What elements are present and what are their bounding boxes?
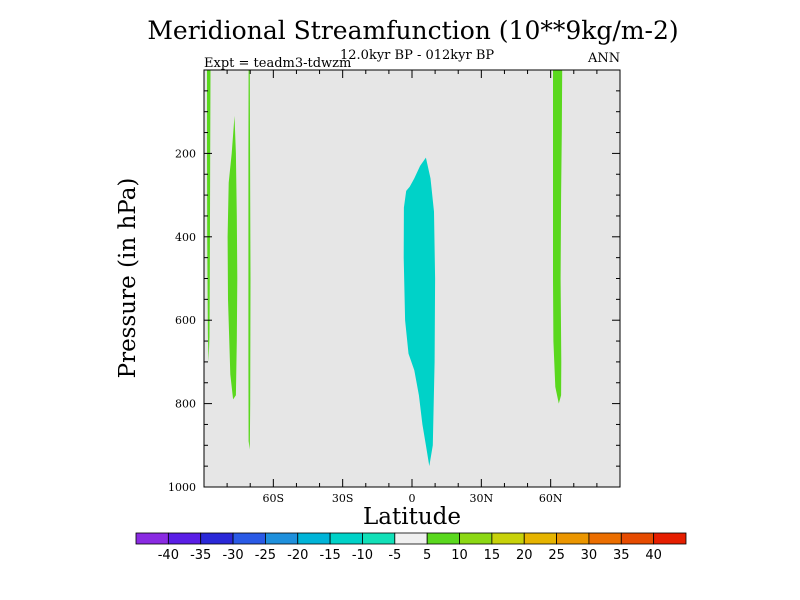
colorbar-segment — [329, 532, 363, 545]
colorbar-segment — [491, 532, 525, 545]
colorbar-label: 20 — [516, 548, 533, 563]
colorbar-label: -20 — [287, 548, 308, 563]
colorbar-segment — [362, 532, 396, 545]
y-tick-label: 1000 — [168, 481, 196, 494]
y-tick-label: 200 — [175, 147, 196, 160]
colorbar-segment — [588, 532, 622, 545]
colorbar-segment — [459, 532, 493, 545]
colorbar-label: 15 — [484, 548, 501, 563]
x-tick-label: 30N — [470, 492, 494, 505]
colorbar-segment — [620, 532, 655, 545]
colorbar-label: 35 — [613, 548, 630, 563]
contour-region-5 — [553, 70, 563, 404]
colorbar-segment — [394, 532, 428, 545]
colorbar-label: 40 — [645, 548, 662, 563]
colorbar-segment — [200, 532, 234, 545]
colorbar-label: 10 — [451, 548, 468, 563]
colorbar-segment — [653, 532, 687, 545]
y-tick-label: 600 — [175, 314, 196, 327]
y-tick-label: 400 — [175, 231, 196, 244]
colorbar-label: -40 — [158, 548, 179, 563]
colorbar-segment — [135, 532, 169, 545]
chart-title: Meridional Streamfunction (10**9kg/m-2) — [147, 16, 679, 45]
colorbar-segment — [265, 532, 299, 545]
colorbar-label: 30 — [581, 548, 598, 563]
chart-subtitle: 12.0kyr BP - 012kyr BP — [340, 48, 495, 63]
colorbar-segment — [297, 532, 331, 545]
colorbar-label: 5 — [423, 548, 431, 563]
experiment-label: Expt = teadm3-tdwzm — [204, 56, 352, 71]
colorbar-label: -35 — [190, 548, 211, 563]
colorbar-segment — [556, 532, 590, 545]
colorbar-label: 25 — [548, 548, 565, 563]
colorbar-segment — [426, 532, 460, 545]
y-tick-label: 800 — [175, 398, 196, 411]
colorbar-segment — [232, 532, 266, 545]
x-tick-label: 0 — [409, 492, 416, 505]
colorbar-label: -5 — [388, 548, 401, 563]
x-tick-label: 60N — [539, 492, 563, 505]
colorbar-segment — [167, 532, 202, 545]
x-tick-label: 30S — [332, 492, 354, 505]
colorbar-label: -15 — [320, 548, 341, 563]
contour-region-1 — [207, 70, 211, 362]
contour-region-4 — [403, 157, 436, 467]
x-axis-label: Latitude — [363, 504, 461, 530]
colorbar-label: -25 — [255, 548, 276, 563]
x-tick-label: 60S — [263, 492, 285, 505]
season-label: ANN — [588, 51, 621, 66]
colorbar-label: -30 — [222, 548, 243, 563]
colorbar-label: -10 — [352, 548, 373, 563]
contour-region-2 — [227, 115, 238, 400]
contour-region-3 — [248, 70, 251, 450]
colorbar-segment — [523, 532, 557, 545]
